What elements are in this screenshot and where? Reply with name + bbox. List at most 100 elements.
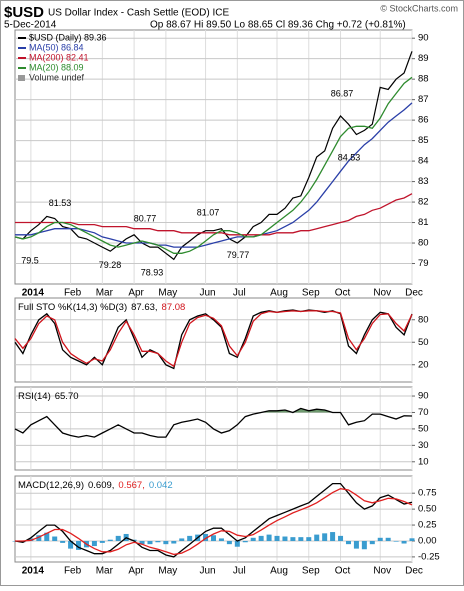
x-tick-label: 2014 — [22, 288, 45, 299]
panel-label: Full STO %K(14,3) %D(3) 87.63, 87.08 — [18, 302, 185, 313]
x-tick-label: Dec — [405, 288, 423, 299]
histogram-bar — [218, 538, 224, 541]
histogram-bar — [107, 539, 113, 541]
histogram-bar — [282, 536, 288, 541]
histogram-bar — [155, 540, 161, 543]
price-annotation: 86.87 — [331, 89, 354, 99]
histogram-bar — [314, 534, 320, 541]
histogram-bar — [52, 536, 58, 541]
price-annotation: 81.53 — [49, 198, 72, 208]
price-annotation: 78.93 — [141, 267, 164, 277]
histogram-bar — [147, 540, 153, 545]
panel-label: MACD(12,26,9) 0.609, 0.567, 0.042 — [18, 480, 173, 491]
x-tick-label: Sep — [302, 566, 320, 577]
histogram-bar — [274, 535, 280, 541]
y-tick-label: 90 — [418, 33, 429, 44]
panel-reading: 0.567, — [118, 480, 144, 491]
x-tick-label: Apr — [128, 566, 144, 577]
y-tick-label: 0.50 — [418, 504, 437, 515]
histogram-bar — [60, 540, 66, 543]
histogram-bar — [163, 540, 169, 545]
y-tick-label: 83 — [418, 176, 429, 187]
histogram-bar — [298, 537, 304, 541]
series-line — [14, 309, 413, 370]
symbol: $USD — [4, 4, 44, 21]
y-tick-label: 79 — [418, 258, 429, 269]
price-annotation: 84.53 — [338, 153, 361, 163]
panel-reading: 87.08 — [162, 302, 186, 313]
histogram-bar — [203, 533, 209, 541]
y-tick-label: 80 — [418, 238, 429, 249]
histogram-bar — [76, 540, 82, 550]
price-annotation: 81.07 — [197, 207, 220, 217]
x-tick-label: Mar — [96, 566, 114, 577]
y-tick-label: 88 — [418, 74, 429, 85]
histogram-bar — [377, 537, 383, 541]
histogram-bar — [369, 540, 375, 545]
y-tick-label: 0.00 — [418, 535, 437, 546]
y-tick-label: 20 — [418, 359, 429, 370]
histogram-bar — [353, 540, 359, 549]
histogram-bar — [250, 537, 256, 541]
x-tick-label: Dec — [405, 566, 423, 577]
y-tick-label: 87 — [418, 94, 429, 105]
y-tick-label: 10 — [418, 456, 429, 467]
histogram-bar — [266, 534, 272, 541]
x-tick-label: May — [158, 288, 177, 299]
histogram-bar — [322, 533, 328, 541]
panel-frame — [14, 29, 413, 285]
quote: Op 88.67 Hi 89.50 Lo 88.65 Cl 89.36 Chg … — [150, 20, 406, 31]
source: © StockCharts.com — [380, 3, 458, 13]
y-tick-label: 85 — [418, 135, 429, 146]
histogram-bar — [91, 540, 97, 547]
panel-label-name: Full STO %K(14,3) %D(3) — [18, 302, 127, 313]
histogram-bar — [68, 540, 74, 549]
series-line — [14, 76, 413, 254]
histogram-bar — [179, 538, 185, 541]
y-tick-label: 0.25 — [418, 520, 437, 531]
panel-reading: 65.70 — [55, 391, 79, 402]
histogram-bar — [242, 540, 248, 543]
x-tick-label: Nov — [373, 288, 391, 299]
y-tick-label: 82 — [418, 197, 429, 208]
histogram-bar — [290, 537, 296, 541]
x-tick-label: Apr — [128, 288, 144, 299]
x-tick-label: Sep — [302, 288, 320, 299]
legend-label: MA(200) 82.41 — [29, 52, 89, 62]
y-tick-label: 30 — [418, 440, 429, 451]
price-annotation: 79.28 — [99, 260, 122, 270]
x-tick-label: Nov — [373, 566, 391, 577]
y-tick-label: 81 — [418, 217, 429, 228]
panel-reading: 87.63, — [131, 302, 157, 313]
histogram-bar — [187, 535, 193, 541]
histogram-bar — [345, 540, 351, 545]
y-tick-label: 50 — [418, 337, 429, 348]
x-tick-label: Jun — [199, 566, 215, 577]
histogram-bar — [44, 532, 50, 541]
x-tick-label: Jul — [233, 566, 246, 577]
series-line — [14, 51, 413, 261]
price-annotation: 80.77 — [134, 214, 157, 224]
histogram-bar — [385, 537, 391, 541]
histogram-bar — [409, 538, 415, 541]
x-tick-label: Mar — [96, 288, 114, 299]
x-tick-label: Oct — [335, 566, 351, 577]
panel-label: RSI(14) 65.70 — [18, 391, 79, 402]
x-tick-label: Aug — [270, 566, 288, 577]
y-tick-label: 89 — [418, 53, 429, 64]
x-tick-label: May — [158, 566, 177, 577]
histogram-bar — [234, 540, 240, 547]
series-line — [14, 310, 413, 368]
legend-swatch — [18, 75, 25, 81]
panel-frame — [14, 297, 413, 383]
legend-label: $USD (Daily) 89.36 — [29, 32, 107, 42]
histogram-bar — [393, 540, 399, 542]
x-tick-label: Jul — [233, 288, 246, 299]
x-tick-label: 2014 — [22, 566, 45, 577]
histogram-bar — [401, 540, 407, 544]
x-tick-label: Feb — [64, 288, 82, 299]
y-tick-label: 86 — [418, 115, 429, 126]
histogram-bar — [115, 535, 121, 541]
panel-reading: 0.609, — [88, 480, 114, 491]
